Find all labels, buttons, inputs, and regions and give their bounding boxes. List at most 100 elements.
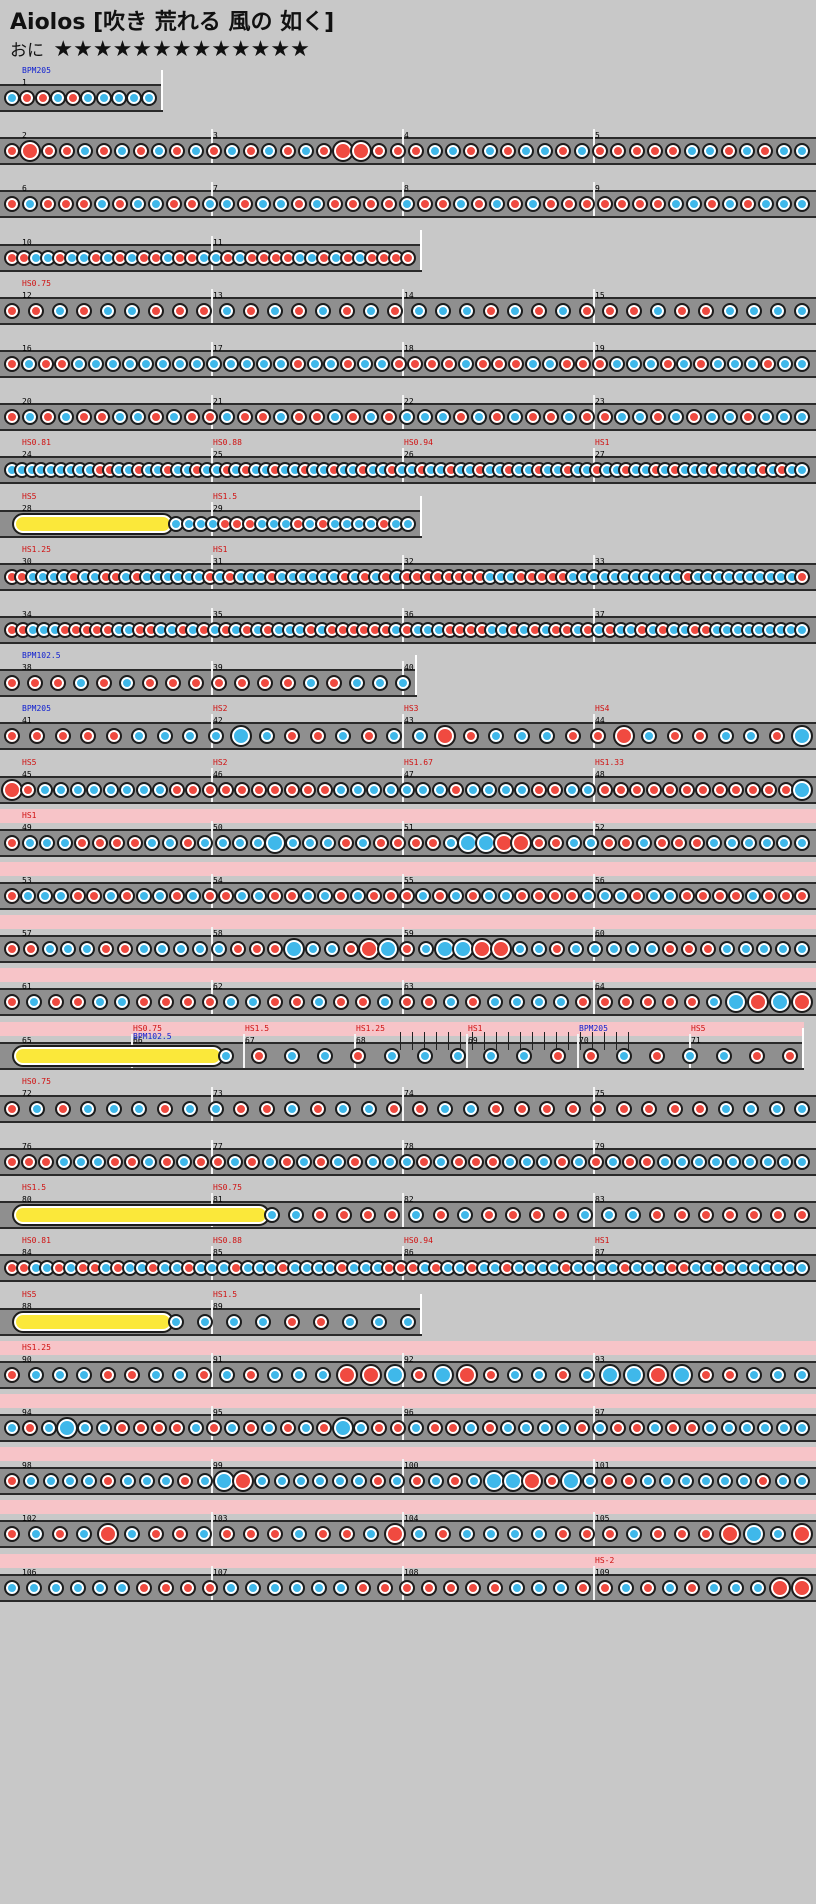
ka-note	[512, 941, 528, 957]
don-note	[347, 1154, 363, 1170]
ka-note	[224, 143, 240, 159]
measure-number: 8	[404, 184, 409, 193]
ka-note	[743, 1523, 765, 1545]
measure-number: 60	[595, 929, 605, 938]
ka-note	[488, 728, 504, 744]
ka-note	[62, 1473, 78, 1489]
ka-note	[330, 1154, 346, 1170]
drumroll-note	[12, 1204, 270, 1226]
ka-note	[144, 835, 160, 851]
ka-note	[349, 675, 365, 691]
ka-note	[507, 303, 523, 319]
ka-note	[100, 303, 116, 319]
ka-note	[255, 196, 271, 212]
measure-number: 43	[404, 716, 414, 725]
don-note	[233, 1101, 249, 1117]
speed-change-marker	[556, 1032, 557, 1050]
don-note	[745, 782, 761, 798]
measure-number: 23	[595, 397, 605, 406]
don-note	[218, 888, 234, 904]
ka-note	[686, 196, 702, 212]
don-note	[230, 941, 246, 957]
measure-number: 20	[22, 397, 32, 406]
scroll-speed-label: HS1	[595, 1236, 610, 1245]
don-note	[55, 728, 71, 744]
don-note	[290, 356, 306, 372]
don-note	[553, 1207, 569, 1223]
ka-note	[411, 1526, 427, 1542]
measure-line	[243, 1034, 245, 1068]
gogo-band	[0, 1394, 816, 1408]
don-note	[434, 725, 456, 747]
ka-note	[300, 888, 316, 904]
ka-note	[148, 1367, 164, 1383]
don-note	[679, 888, 695, 904]
don-note	[350, 140, 372, 162]
don-note	[740, 196, 756, 212]
don-note	[712, 888, 728, 904]
measure-number: 59	[404, 929, 414, 938]
don-note	[555, 1367, 571, 1383]
ka-note	[227, 1154, 243, 1170]
ka-note	[399, 196, 415, 212]
ka-note	[432, 1364, 454, 1386]
measure-number: 18	[404, 344, 414, 353]
measure-number: 105	[595, 1514, 610, 1523]
ka-note	[239, 356, 255, 372]
ka-note	[582, 1473, 598, 1489]
ka-note	[482, 143, 498, 159]
ka-note	[192, 941, 208, 957]
ka-note	[20, 888, 36, 904]
don-note	[310, 1101, 326, 1117]
ka-note	[728, 1580, 744, 1596]
ka-note	[741, 835, 757, 851]
ka-note	[320, 835, 336, 851]
ka-note	[28, 1526, 44, 1542]
don-note	[291, 196, 307, 212]
don-note	[647, 143, 663, 159]
measure-number: 66	[133, 1036, 143, 1045]
ka-note	[333, 1580, 349, 1596]
don-note	[193, 1154, 209, 1170]
measure-number: 26	[404, 450, 414, 459]
measure-number: 91	[213, 1355, 223, 1364]
measure-number: 48	[595, 770, 605, 779]
ka-note	[363, 303, 379, 319]
ka-note	[716, 1048, 732, 1064]
don-note	[721, 143, 737, 159]
scroll-speed-label: HS0.88	[213, 1236, 242, 1245]
don-note	[791, 1577, 813, 1599]
ka-note	[702, 143, 718, 159]
gogo-band	[0, 1554, 816, 1568]
scroll-speed-label: HS2	[213, 758, 228, 767]
don-note	[769, 1577, 791, 1599]
ka-note	[776, 1420, 792, 1436]
don-note	[360, 1364, 382, 1386]
ka-note	[77, 143, 93, 159]
ka-note	[794, 409, 810, 425]
ka-note	[267, 303, 283, 319]
ka-note	[450, 1048, 466, 1064]
speed-change-marker	[520, 1032, 521, 1050]
don-note	[489, 409, 505, 425]
ka-note	[312, 1473, 328, 1489]
don-note	[399, 994, 415, 1010]
ka-note	[111, 90, 127, 106]
don-note	[23, 941, 39, 957]
ka-note	[609, 356, 625, 372]
measure-line	[211, 289, 213, 323]
don-note	[500, 143, 516, 159]
measure-number: 97	[595, 1408, 605, 1417]
ka-note	[625, 941, 641, 957]
don-note	[284, 728, 300, 744]
ka-note	[315, 303, 331, 319]
speed-change-marker	[532, 1032, 533, 1050]
ka-note	[678, 1473, 694, 1489]
ka-note	[579, 1367, 595, 1383]
ka-note	[223, 356, 239, 372]
ka-note	[103, 782, 119, 798]
don-note	[136, 1580, 152, 1596]
don-note	[315, 1526, 331, 1542]
don-note	[267, 1526, 283, 1542]
don-note	[339, 1526, 355, 1542]
